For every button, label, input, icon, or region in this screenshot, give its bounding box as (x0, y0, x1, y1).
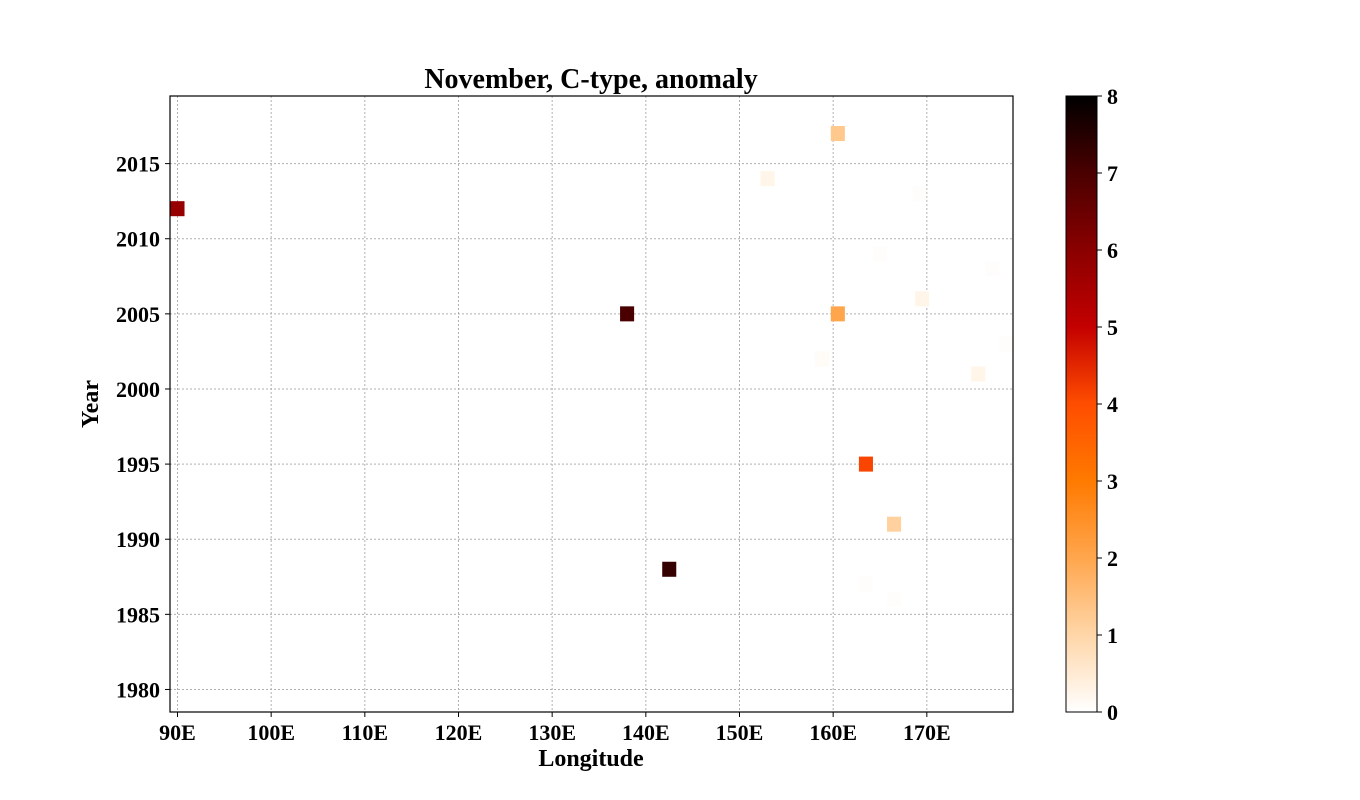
colorbar-tick-label: 5 (1107, 315, 1118, 340)
x-axis-ticks: 90E 100E 110E 120E 130E 140E 150E 160E 170E (159, 712, 951, 745)
heatmap-cell (985, 261, 1000, 277)
colorbar-tick-label: 7 (1107, 161, 1118, 186)
x-tick-label: 120E (435, 720, 483, 745)
x-tick-label: 150E (716, 720, 764, 745)
heatmap-cell (662, 561, 677, 577)
x-tick-label: 170E (903, 720, 951, 745)
plot-frame (169, 95, 1014, 713)
heatmap-cell (170, 201, 185, 217)
heatmap-cell (887, 591, 902, 607)
colorbar-tick-label: 2 (1107, 546, 1118, 571)
y-tick-label: 2000 (116, 377, 160, 402)
y-tick-label: 1980 (116, 677, 160, 702)
x-tick-label: 100E (247, 720, 295, 745)
chart-title: November, C-type, anomaly (424, 64, 757, 95)
x-tick-label: 140E (622, 720, 670, 745)
heatmap-cell (912, 186, 927, 202)
y-tick-label: 2010 (116, 227, 160, 252)
y-tick-label: 1985 (116, 602, 160, 627)
data-cells (170, 126, 1014, 607)
y-axis-label: Year (78, 380, 104, 428)
x-tick-label: 90E (159, 720, 196, 745)
x-tick-label: 130E (528, 720, 576, 745)
heatmap-cell (814, 351, 829, 367)
heatmap-cell (830, 126, 845, 142)
y-tick-label: 1990 (116, 527, 160, 552)
x-tick-label: 160E (809, 720, 857, 745)
heatmap-cell (999, 336, 1014, 352)
y-tick-label: 2015 (116, 152, 160, 177)
y-tick-label: 1995 (116, 452, 160, 477)
colorbar-gradient (1065, 95, 1098, 713)
colorbar-tick-label: 1 (1107, 623, 1118, 648)
heatmap-cell (887, 516, 902, 532)
colorbar-tick-label: 8 (1107, 84, 1118, 109)
heatmap-cell (760, 171, 775, 187)
y-axis-ticks: 1980 1985 1990 1995 2000 2005 2010 2015 (116, 152, 170, 702)
colorbar-tick-label: 6 (1107, 238, 1118, 263)
colorbar-tick-label: 0 (1107, 700, 1118, 725)
x-tick-label: 110E (342, 720, 388, 745)
colorbar-tick-label: 3 (1107, 469, 1118, 494)
heatmap-cell (915, 291, 930, 307)
y-tick-label: 2005 (116, 302, 160, 327)
heatmap-cell (858, 456, 873, 472)
heatmap-cell (620, 306, 635, 322)
grid-lines (170, 96, 1013, 712)
heatmap-cell (858, 576, 873, 592)
heatmap-cell (830, 306, 845, 322)
heatmap-cell (872, 246, 888, 262)
heatmap-cell (971, 366, 986, 382)
x-axis-label: Longitude (538, 746, 644, 772)
colorbar: 0 1 2 3 4 5 6 7 8 (1065, 84, 1118, 725)
colorbar-tick-label: 4 (1107, 392, 1118, 417)
